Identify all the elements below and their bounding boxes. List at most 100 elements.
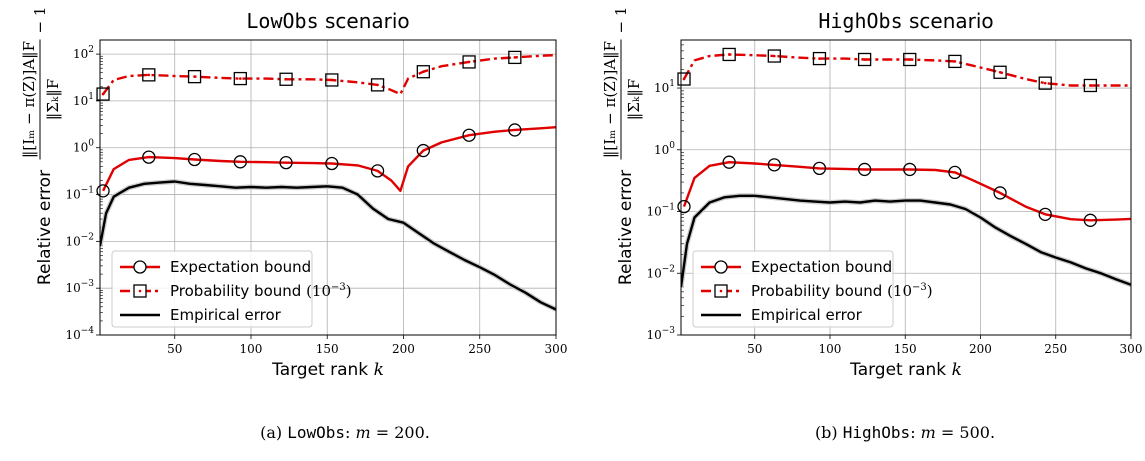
series-line-2: [681, 194, 1131, 288]
x-tick-label: 250: [1044, 342, 1067, 356]
chart-title: HighObs scenario: [818, 9, 993, 33]
y-tick-base: 10: [646, 205, 661, 219]
caption-variable: m: [356, 423, 371, 442]
marker-square-dot: [682, 77, 686, 81]
y-tick-exponent: 0: [669, 141, 675, 151]
y-tick-base: 10: [65, 281, 80, 295]
marker-circle: [142, 150, 156, 164]
y-tick-base: 10: [73, 94, 88, 108]
marker-circle: [96, 184, 110, 198]
marker-square-dot: [998, 70, 1002, 74]
series-line-1: [102, 53, 556, 96]
marker-square: [857, 52, 872, 67]
marker-square-dot: [1089, 84, 1092, 87]
caption-prefix: (b): [815, 423, 843, 442]
y-tick-label: 101: [654, 79, 675, 95]
legend: Expectation bound Probability bound (10−3…: [111, 250, 352, 328]
marker-square-dot: [239, 77, 242, 80]
y-tick-base: 10: [65, 188, 80, 202]
x-tick-label: 100: [240, 342, 263, 356]
marker-square-dot: [422, 70, 425, 74]
x-tick-label: 200: [392, 342, 415, 356]
legend-label-2: Empirical error: [170, 306, 282, 324]
y-tick-exponent: −2: [81, 232, 94, 242]
chart-title: LowObs scenario: [246, 9, 409, 33]
marker-circle: [993, 186, 1007, 200]
chart-title-name: LowObs: [246, 9, 318, 33]
y-axis-label-denominator: ‖Σ̄ₖ‖F: [625, 79, 643, 120]
y-tick-base: 10: [646, 328, 661, 342]
legend-label-math: (10: [887, 282, 912, 300]
y-axis-label-minus-one: − 1: [31, 7, 49, 34]
legend-label-math: (10: [306, 282, 331, 300]
y-axis-label-numerator: ‖[Iₘ − π(Z)]A‖F: [20, 41, 38, 158]
marker-square-dot: [513, 56, 517, 59]
marker-square-dot: [330, 78, 334, 82]
y-tick-exponent: −3: [81, 279, 95, 289]
marker-square-dot: [863, 58, 866, 61]
legend-label-close: ): [346, 282, 352, 300]
y-tick-label: 102: [73, 45, 94, 61]
y-tick-exponent: −3: [662, 326, 676, 336]
y-tick-base: 10: [73, 141, 88, 155]
marker-square: [1083, 78, 1098, 93]
y-tick-label: 10−3: [646, 326, 675, 342]
y-tick-label: 10−4: [65, 326, 94, 342]
y-axis-label: Relative error ‖[Iₘ − π(Z)]A‖F ‖Σ̄ₖ‖F − 1: [20, 7, 62, 285]
marker-circle: [370, 164, 385, 178]
figure-caption: (b) HighObs: m = 500.: [815, 423, 995, 442]
caption-colon: :: [345, 423, 355, 442]
marker-circle: [233, 155, 247, 169]
y-tick-exponent: 0: [88, 139, 94, 149]
caption-prefix: (a): [260, 423, 287, 442]
legend-label-text: Probability bound: [751, 282, 887, 300]
caption-variable: m: [921, 423, 936, 442]
y-tick-base: 10: [73, 47, 88, 61]
y-tick-base: 10: [646, 266, 661, 280]
x-axis-label: Target rank k: [271, 360, 384, 380]
marker-square-dot: [284, 77, 288, 81]
marker-square: [233, 71, 247, 86]
marker-square: [142, 68, 156, 82]
marker-square-dot: [376, 83, 379, 87]
y-tick-label: 10−2: [646, 264, 675, 280]
legend-label-1: Probability bound (10−3): [751, 282, 933, 300]
marker-square-dot: [953, 60, 957, 63]
chart-panel-lowobs: 50 100 150 200 250 30010210110010−110−210−310…: [20, 7, 567, 442]
marker-square: [187, 69, 202, 84]
legend-box: [692, 250, 894, 328]
chart-title-suffix: scenario: [903, 9, 994, 33]
y-tick-base: 10: [654, 81, 669, 95]
marker-circle: [722, 155, 736, 169]
marker-square: [948, 54, 962, 69]
legend-label-0: Expectation bound: [751, 258, 892, 276]
y-tick-base: 10: [65, 234, 80, 248]
series-line-0: [682, 161, 1131, 222]
legend-label-text: Empirical error: [170, 306, 282, 324]
legend-marker-square-dot: [138, 289, 142, 293]
axes-frame: [680, 39, 1132, 336]
legend-label-exp: −3: [912, 282, 927, 293]
y-tick-label: 10−1: [65, 186, 94, 202]
x-tick-label: 50: [167, 342, 182, 356]
y-tick-label: 10−1: [646, 203, 675, 219]
x-axis-label-var: k: [952, 360, 962, 380]
x-axis-label-text: Target rank: [271, 360, 373, 380]
legend-label-text: Expectation bound: [751, 258, 892, 276]
marker-square: [370, 78, 385, 92]
x-axis-label: Target rank k: [849, 360, 962, 380]
marker-circle: [677, 199, 691, 214]
chart-title-name: HighObs: [818, 9, 902, 33]
marker-square: [325, 73, 339, 87]
marker-square: [462, 55, 476, 69]
marker-square: [903, 52, 917, 67]
chart-title-suffix: scenario: [319, 9, 410, 33]
y-tick-exponent: 1: [88, 92, 94, 102]
marker-circle: [812, 161, 827, 176]
caption-scenario: HighObs: [843, 423, 910, 442]
marker-square-dot: [908, 58, 912, 61]
marker-circle: [948, 165, 962, 180]
x-tick-label: 250: [468, 342, 491, 356]
marker-circle: [903, 162, 917, 177]
